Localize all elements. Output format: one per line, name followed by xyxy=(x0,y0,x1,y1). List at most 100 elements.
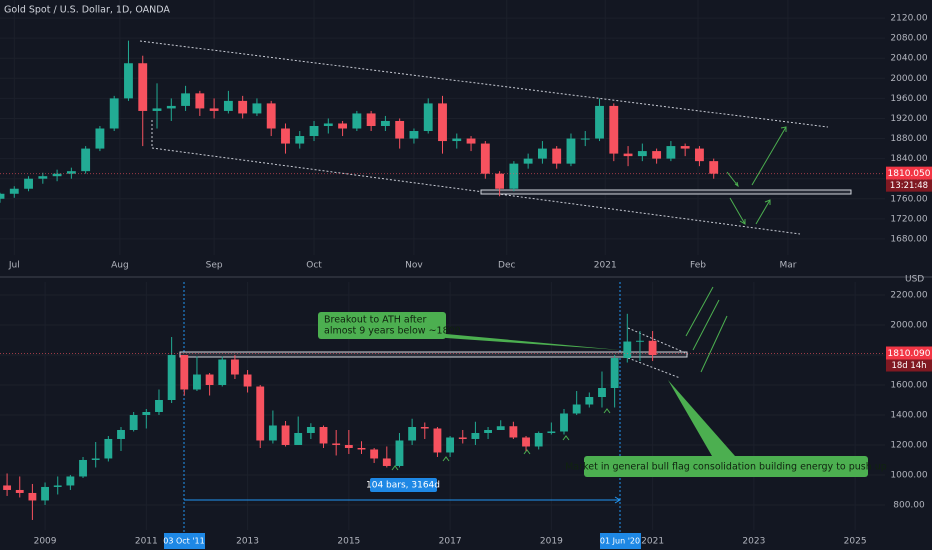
candle-body xyxy=(648,340,657,356)
candle-body xyxy=(281,128,290,144)
y-tick-label: 2000.00 xyxy=(890,74,927,84)
candle-body xyxy=(205,374,214,386)
candle-body xyxy=(295,136,305,144)
range-arrow xyxy=(614,496,621,504)
x-tick-label: 2019 xyxy=(540,537,563,547)
callout-pointer xyxy=(668,380,735,456)
candle-body xyxy=(496,426,505,430)
candle-body xyxy=(142,411,151,415)
chevron xyxy=(603,408,611,414)
candle-body xyxy=(124,63,133,99)
drawings-top xyxy=(139,40,852,235)
candle-body xyxy=(480,143,490,174)
candle-body xyxy=(666,146,676,159)
arrow-head xyxy=(780,126,787,132)
y-tick-label: 800.00 xyxy=(893,500,925,510)
candle-body xyxy=(452,138,462,142)
candle-body xyxy=(223,100,233,111)
candle-body xyxy=(433,428,442,453)
countdown-box xyxy=(886,179,932,192)
flag-line xyxy=(627,327,689,355)
arrow-head xyxy=(764,199,771,205)
candle-body xyxy=(709,161,719,174)
y-tick-label: 1760.00 xyxy=(890,194,927,204)
candle-body xyxy=(28,492,37,501)
candle-body xyxy=(420,426,429,429)
y-tick-label: 1880.00 xyxy=(890,134,927,144)
candle-body xyxy=(344,444,353,448)
arrow xyxy=(700,315,728,373)
candle-body xyxy=(680,146,690,149)
candle-body xyxy=(281,425,290,445)
arrow xyxy=(692,299,720,351)
candle-body xyxy=(695,148,704,162)
candle-body xyxy=(522,437,530,447)
candle-body xyxy=(294,432,303,445)
drawings-bottom xyxy=(164,282,868,549)
date-marker: 01 Jun '20 xyxy=(600,537,640,546)
x-tick-label: Aug xyxy=(111,261,129,271)
y-tick-label: 1840.00 xyxy=(890,154,927,164)
callout-box xyxy=(318,312,446,339)
candle-body xyxy=(382,458,391,466)
candle-body xyxy=(370,449,379,459)
price-label-box xyxy=(886,346,932,360)
x-tick-label: Jul xyxy=(8,261,20,271)
candle-body xyxy=(438,103,447,142)
candle-body xyxy=(560,413,568,432)
candle-body xyxy=(180,355,189,390)
candle-body xyxy=(15,489,24,493)
candle-body xyxy=(423,103,433,132)
candle-body xyxy=(509,426,518,438)
candle-body xyxy=(53,485,62,487)
candle-body xyxy=(352,113,362,129)
candle-body xyxy=(66,171,76,174)
candle-body xyxy=(446,437,455,453)
x-tick-label: 2021 xyxy=(594,261,617,271)
candle-body xyxy=(623,341,632,359)
arrow xyxy=(755,199,771,225)
candle-body xyxy=(109,98,119,129)
candle-body xyxy=(380,120,390,126)
date-marker: 03 Oct '11 xyxy=(163,537,204,546)
y-tick-label: 2040.00 xyxy=(890,54,927,64)
arrow xyxy=(685,286,714,337)
price-label: 1810.090 xyxy=(888,349,931,359)
candle-body xyxy=(138,63,148,111)
y-tick-label: 1000.00 xyxy=(890,470,927,480)
arrow-head xyxy=(739,219,746,225)
candle-body xyxy=(181,93,190,106)
channel-line xyxy=(139,40,829,128)
candle-body xyxy=(309,125,319,137)
candle-body xyxy=(509,163,519,189)
x-tick-label: 2013 xyxy=(236,537,259,547)
range-label: 104 bars, 3164d xyxy=(366,481,440,491)
candle-body xyxy=(24,178,33,189)
price-label-box xyxy=(886,166,932,180)
candle-body xyxy=(155,400,163,412)
candle-body xyxy=(252,103,262,114)
candle-body xyxy=(266,103,276,129)
y-tick-label: 2200.00 xyxy=(890,291,927,301)
candle-body xyxy=(409,131,419,139)
candle-body xyxy=(595,105,604,139)
arrow xyxy=(729,197,746,225)
candle-body xyxy=(623,153,633,157)
y-tick-label: 1960.00 xyxy=(890,94,927,104)
candle-body xyxy=(338,123,348,129)
y-tick-label: 1400.00 xyxy=(890,410,927,420)
x-tick-label: Feb xyxy=(690,261,706,271)
x-tick-label: 2009 xyxy=(34,537,57,547)
candle-body xyxy=(408,426,417,441)
x-tick-label: 2021 xyxy=(641,537,664,547)
candle-body xyxy=(91,458,100,460)
candle-body xyxy=(366,113,376,126)
candle-body xyxy=(580,138,590,140)
candle-body xyxy=(610,358,619,389)
callout-box xyxy=(584,456,868,477)
candle-body xyxy=(319,426,328,444)
y-tick-label: 2000.00 xyxy=(890,321,927,331)
x-tick-label: Oct xyxy=(306,261,322,271)
candle-body xyxy=(652,151,662,159)
